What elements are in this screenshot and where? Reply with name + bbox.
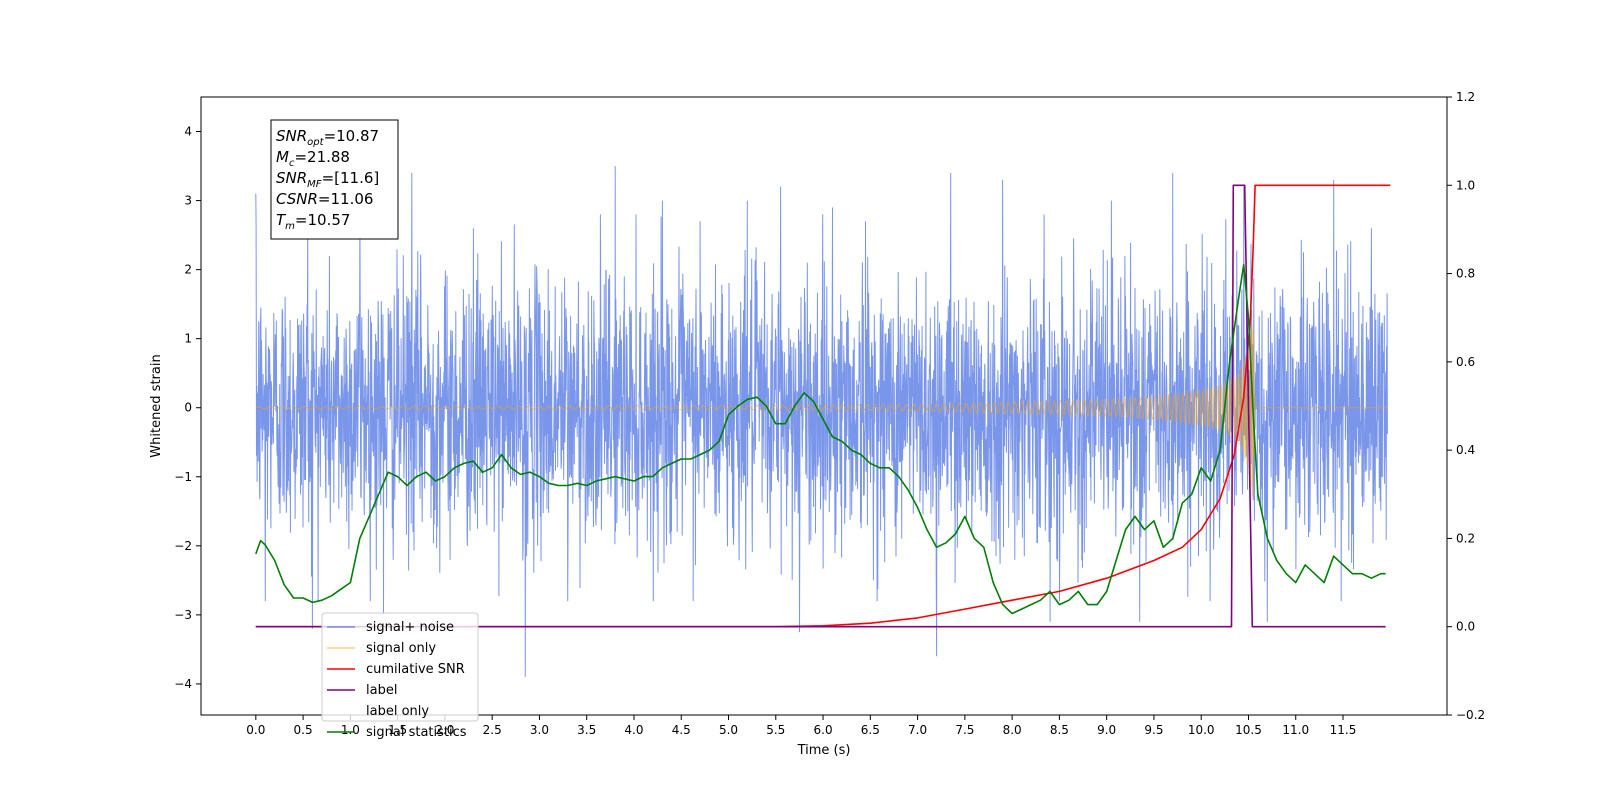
legend: signal+ noise signal only cumilative SNR la… [321,612,479,740]
annotation-symbol: T [276,211,287,229]
x-tick-label: 6.5 [861,723,880,737]
annotation-line: CSNR=11.06 [276,190,373,208]
annotation-subscript: c [289,158,295,169]
y2-tick-label: 0.6 [1456,355,1475,369]
annotation-symbol: SNR [276,127,307,145]
x-tick-label: 5.0 [719,723,738,737]
y-tick-label: −2 [174,539,192,553]
legend-label: label only [366,704,429,719]
series-signal-plus-noise [255,166,1388,678]
plot-area [255,166,1391,678]
x-tick-label: 8.0 [1003,723,1022,737]
y-axis-label: Whitened strain [149,354,164,457]
annotation-value: =[11.6] [322,169,380,187]
y-tick-label: −4 [174,677,192,691]
x-tick-label: 9.0 [1097,723,1116,737]
y-axis-left: 4 3 2 1 0 −1 −2 −3 −4 [174,125,201,691]
x-axis: 0.0 0.5 1.0 1.5 2.0 2.5 3.0 3.5 4.0 4.5 5.0 5.5 6.0 6… [246,715,1356,737]
annotation-subscript: opt [307,137,324,148]
annotation-value: =21.88 [294,148,350,166]
legend-label: signal+ noise [366,620,454,635]
annotation-value: =10.87 [324,127,380,145]
x-tick-label: 7.5 [955,723,974,737]
x-tick-label: 3.0 [530,723,549,737]
x-tick-label: 0.0 [246,723,265,737]
series-signal-statistics [255,263,1386,615]
annotation-value: =10.57 [295,211,351,229]
y2-tick-label: −0.2 [1456,708,1485,722]
y2-tick-label: 1.2 [1456,90,1475,104]
annotation-line: Tm=10.57 [276,211,350,232]
y2-tick-label: 1.0 [1456,178,1475,192]
annotation-line: Mc=21.88 [276,148,350,169]
annotation-line: SNRopt=10.87 [276,127,379,148]
x-tick-label: 4.5 [672,723,691,737]
annotation-symbol: SNR [276,169,307,187]
annotation-subscript: MF [307,179,322,190]
y-tick-label: 3 [184,194,192,208]
x-tick-label: 2.5 [483,723,502,737]
stats-annotation: SNRopt=10.87Mc=21.88SNRMF=[11.6]CSNR=11.… [270,119,399,240]
y-tick-label: −1 [174,470,192,484]
y2-tick-label: 0.2 [1456,531,1475,545]
x-tick-label: 7.0 [908,723,927,737]
x-tick-label: 0.5 [294,723,313,737]
x-tick-label: 3.5 [577,723,596,737]
y2-tick-label: 0.0 [1456,620,1475,634]
y-tick-label: 0 [184,401,192,415]
x-tick-label: 11.0 [1282,723,1309,737]
y2-tick-label: 0.4 [1456,443,1475,457]
annotation-value: =11.06 [318,190,374,208]
y2-tick-label: 0.8 [1456,267,1475,281]
x-tick-label: 8.5 [1050,723,1069,737]
annotation-subscript: m [285,221,295,232]
y-tick-label: 1 [184,332,192,346]
x-tick-label: 10.5 [1235,723,1262,737]
x-tick-label: 5.5 [766,723,785,737]
annotation-line: SNRMF=[11.6] [276,169,379,190]
x-tick-label: 2.0 [435,723,454,737]
x-tick-label: 10.0 [1188,723,1215,737]
annotation-symbol: CSNR [276,190,318,208]
x-tick-label: 4.0 [624,723,643,737]
series-label [255,184,1386,628]
legend-label: cumilative SNR [366,662,465,677]
x-tick-label: 6.0 [814,723,833,737]
series-signal-only [255,322,1388,498]
annotation-symbol: M [276,148,289,166]
x-axis-label: Time (s) [797,743,851,758]
legend-label: label [366,683,397,698]
plot-frame [200,96,1448,716]
y-tick-label: 2 [184,263,192,277]
x-tick-label: 1.0 [341,723,360,737]
legend-label: signal statistics [366,725,467,740]
x-tick-label: 9.5 [1144,723,1163,737]
x-tick-label: 11.5 [1330,723,1357,737]
y-axis-right: 1.2 1.0 0.8 0.6 0.4 0.2 0.0 −0.2 [1447,90,1485,722]
y-tick-label: −3 [174,608,192,622]
y-tick-label: 4 [184,125,192,139]
legend-frame [321,612,479,722]
x-tick-label: 1.5 [388,723,407,737]
legend-label: signal only [366,641,436,656]
annotation-frame [270,119,399,240]
